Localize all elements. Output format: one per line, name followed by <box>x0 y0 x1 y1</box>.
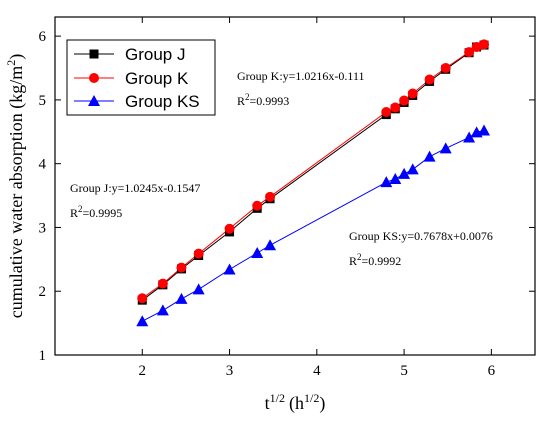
x-tick-label: 6 <box>488 363 496 379</box>
data-point-group-ks <box>380 176 393 188</box>
annotation-group-ks-r-value: =0.9992 <box>362 254 402 268</box>
x-axis-label-t-sup: 1/2 <box>270 391 285 405</box>
data-point-group-k <box>381 107 392 118</box>
data-point-group-ks <box>463 131 476 143</box>
legend: Group J Group K Group KS <box>66 39 216 116</box>
data-point-group-k <box>440 63 451 74</box>
series-markers <box>136 39 491 327</box>
data-point-group-k <box>479 39 490 50</box>
data-point-group-ks <box>192 283 205 295</box>
axis-ticks: 2 3 4 5 6 1 2 3 4 5 6 <box>39 17 535 379</box>
annotation-group-j-r-value: =0.9995 <box>83 206 123 220</box>
data-point-group-k <box>390 102 401 113</box>
legend-label-group-j: Group J <box>125 45 185 64</box>
data-point-group-ks <box>389 172 402 184</box>
x-axis-label-t: t <box>265 393 270 413</box>
data-point-group-ks <box>251 246 264 258</box>
data-point-group-ks <box>406 163 419 175</box>
data-point-group-k <box>224 223 235 234</box>
y-axis-label-sup: 2 <box>4 60 18 66</box>
annotation-group-ks-equation: Group KS:y=0.7678x+0.0076 <box>349 229 493 243</box>
y-tick-label: 6 <box>39 29 47 45</box>
x-tick-label: 5 <box>400 363 408 379</box>
data-point-group-k <box>176 262 187 273</box>
data-point-group-k <box>424 74 435 85</box>
x-axis-label-unit-sup: 1/2 <box>304 391 319 405</box>
y-tick-label: 1 <box>39 348 47 364</box>
series-line-group-ks <box>142 130 485 322</box>
annotation-group-k-r-value: =0.9993 <box>250 94 290 108</box>
annotation-group-j-equation: Group J:y=1.0245x-0.1547 <box>70 181 200 195</box>
x-tick-label: 3 <box>226 363 234 379</box>
x-axis-label: t1/2 (h1/2) <box>265 391 326 414</box>
data-point-group-k <box>137 293 148 304</box>
annotation-group-j-r2: R2=0.9995 <box>70 204 122 220</box>
legend-marker-group-k <box>89 73 99 83</box>
data-point-group-ks <box>478 124 491 136</box>
y-tick-label: 5 <box>39 93 47 109</box>
annotation-group-j-r-sup: 2 <box>78 204 83 214</box>
y-axis-label-close: ) <box>6 54 27 60</box>
annotation-group-j-r: R <box>70 206 78 220</box>
legend-label-group-k: Group K <box>125 69 189 88</box>
annotation-group-k-r2: R2=0.9993 <box>237 92 289 108</box>
annotation-group-k-r: R <box>237 94 245 108</box>
data-point-group-ks <box>264 239 277 251</box>
data-point-group-k <box>399 95 410 106</box>
annotation-group-ks-r: R <box>349 254 357 268</box>
x-tick-label: 4 <box>313 363 321 379</box>
annotation-group-k-equation: Group K:y=1.0216x-0.111 <box>237 69 365 83</box>
y-tick-label: 3 <box>39 220 47 236</box>
data-point-group-k <box>464 47 475 58</box>
data-point-group-ks <box>156 304 169 316</box>
y-tick-label: 4 <box>39 157 47 173</box>
annotation-group-ks-r2: R2=0.9992 <box>349 252 401 268</box>
data-point-group-k <box>265 191 276 202</box>
data-point-group-ks <box>136 315 149 327</box>
legend-marker-group-ks <box>88 95 100 106</box>
data-point-group-ks <box>223 263 236 275</box>
data-point-group-ks <box>423 150 436 162</box>
data-point-group-k <box>407 88 418 99</box>
data-point-group-k <box>193 248 204 259</box>
legend-label-group-ks: Group KS <box>125 92 200 111</box>
data-point-group-ks <box>398 167 411 179</box>
x-axis-label-close: ) <box>319 393 325 414</box>
data-point-group-ks <box>175 292 188 304</box>
y-axis-label-text: cumulative water absorption (kg/m <box>6 66 27 318</box>
data-point-group-k <box>157 278 168 289</box>
legend-marker-group-j <box>89 49 99 59</box>
annotation-group-k-r-sup: 2 <box>245 92 250 102</box>
plot-frame <box>54 16 536 356</box>
data-point-group-k <box>252 200 263 211</box>
data-point-group-ks <box>439 142 452 154</box>
y-tick-label: 2 <box>39 284 47 300</box>
x-axis-label-unit: (h <box>289 393 304 414</box>
y-axis-label: cumulative water absorption (kg/m2) <box>4 54 27 318</box>
x-tick-label: 2 <box>139 363 147 379</box>
annotation-group-ks-r-sup: 2 <box>357 252 362 262</box>
